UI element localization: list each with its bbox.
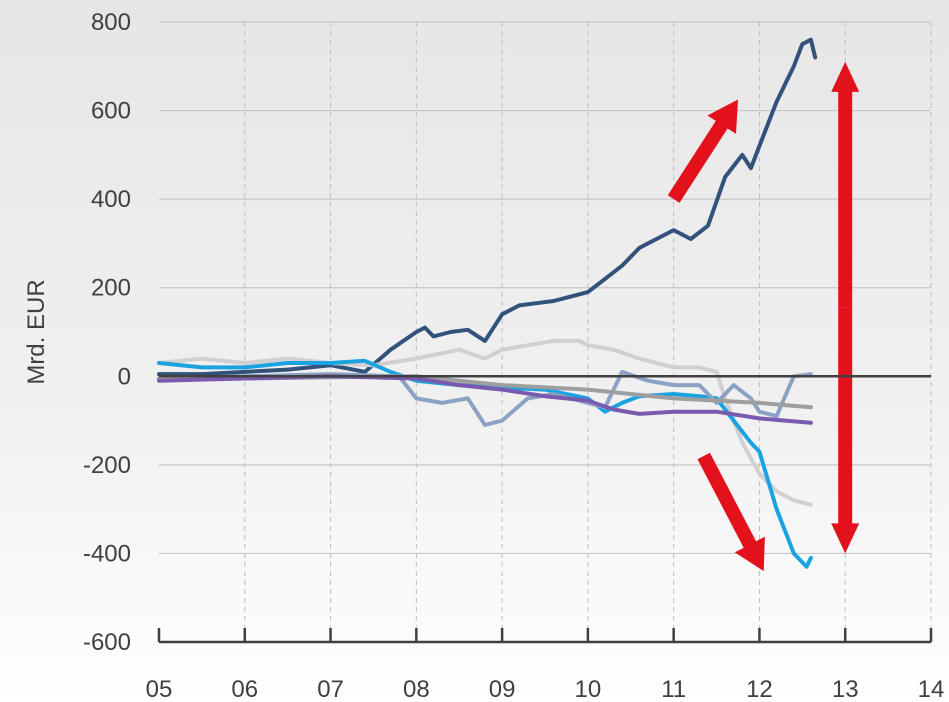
annotation-arrows: [667, 61, 860, 572]
arrow-up-right: [667, 99, 738, 203]
y-tick-label: 800: [91, 9, 131, 36]
grid: [159, 21, 932, 642]
double-arrow-up-half: [831, 61, 860, 308]
y-tick-label: 600: [91, 98, 131, 125]
y-tick-label: -600: [83, 629, 131, 656]
series-line-5: [157, 374, 813, 410]
arrow-down-right: [697, 452, 765, 572]
x-tick-label: 13: [832, 676, 859, 702]
y-tick-label: 0: [118, 363, 131, 390]
x-tick-label: 10: [575, 676, 602, 702]
y-tick-label: -400: [83, 540, 131, 567]
x-tick-label: 12: [746, 676, 773, 702]
x-tick-label: 09: [489, 676, 516, 702]
x-tick-label: 08: [403, 676, 430, 702]
x-tick-label: 14: [918, 676, 945, 702]
x-tick-label: 06: [231, 676, 258, 702]
double-arrow-down-half: [831, 307, 860, 554]
y-tick-label: -200: [83, 452, 131, 479]
x-tick-label: 11: [661, 676, 686, 702]
y-tick-label: 200: [91, 275, 131, 302]
y-tick-label: 400: [91, 186, 131, 213]
series-line-1: [157, 37, 818, 377]
axes: 05 06 07 08 09 10 11 12 13 14 -600 -400 -200 0 200 400 6…: [83, 9, 944, 702]
x-tick-label: 07: [317, 676, 344, 702]
y-axis-title: Mrd. EUR: [23, 279, 50, 384]
series-line-3: [157, 358, 813, 569]
x-tick-label: 05: [146, 676, 173, 702]
